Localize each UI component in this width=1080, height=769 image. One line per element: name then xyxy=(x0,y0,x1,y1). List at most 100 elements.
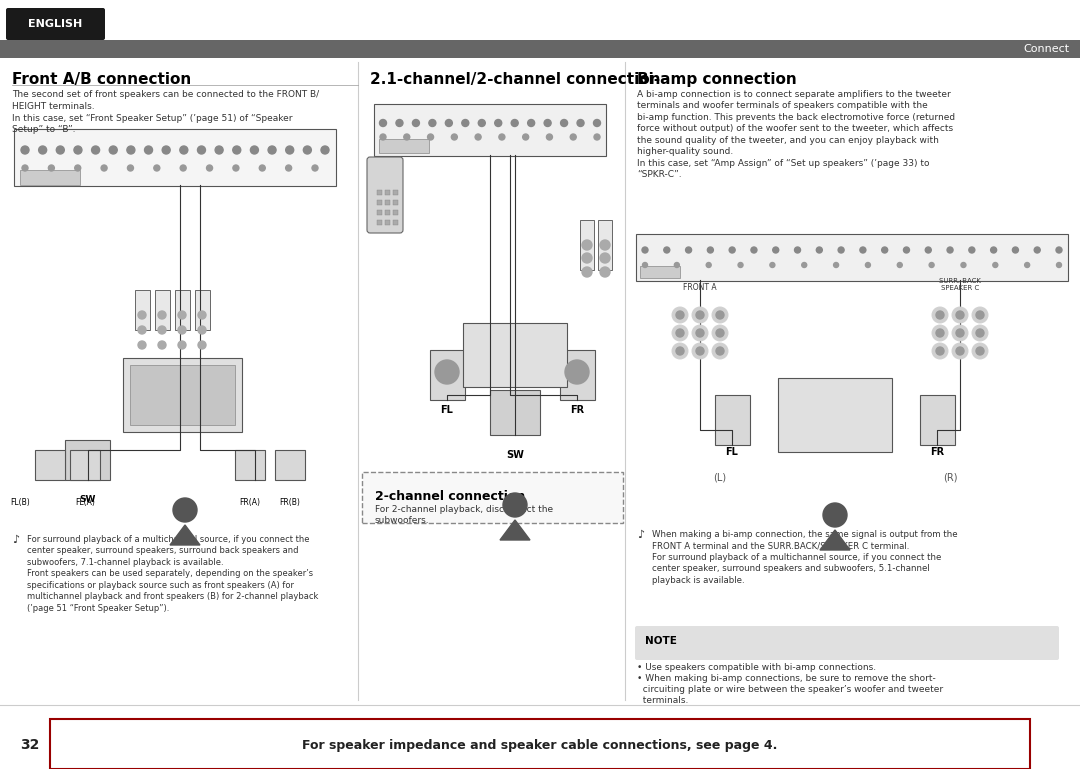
Circle shape xyxy=(102,165,107,171)
Circle shape xyxy=(936,311,944,319)
Circle shape xyxy=(21,146,29,154)
Circle shape xyxy=(138,326,146,334)
Circle shape xyxy=(692,325,708,341)
Circle shape xyxy=(674,262,679,268)
Circle shape xyxy=(523,134,529,140)
Text: SURR. BACK
SPEAKER C: SURR. BACK SPEAKER C xyxy=(940,278,981,291)
Circle shape xyxy=(642,247,648,253)
Circle shape xyxy=(972,325,988,341)
Circle shape xyxy=(285,165,292,171)
Bar xyxy=(490,390,540,435)
Circle shape xyxy=(926,247,931,253)
Circle shape xyxy=(233,146,241,154)
Bar xyxy=(580,220,594,270)
Circle shape xyxy=(1056,247,1062,253)
Circle shape xyxy=(969,247,975,253)
Circle shape xyxy=(561,119,568,126)
Circle shape xyxy=(692,343,708,359)
Circle shape xyxy=(672,325,688,341)
Text: FRONT A: FRONT A xyxy=(684,283,717,292)
Circle shape xyxy=(795,247,800,253)
Circle shape xyxy=(546,134,553,140)
Bar xyxy=(379,139,429,153)
Text: terminals.: terminals. xyxy=(637,696,688,705)
Circle shape xyxy=(738,262,743,268)
Circle shape xyxy=(312,165,318,171)
Bar xyxy=(384,190,390,195)
Circle shape xyxy=(956,347,964,355)
Circle shape xyxy=(379,119,387,126)
Circle shape xyxy=(961,262,966,268)
Circle shape xyxy=(956,329,964,337)
Circle shape xyxy=(956,311,964,319)
Circle shape xyxy=(404,134,409,140)
FancyBboxPatch shape xyxy=(367,157,403,233)
Circle shape xyxy=(92,146,99,154)
Text: When making a bi-amp connection, the same signal is output from the
FRONT A term: When making a bi-amp connection, the sam… xyxy=(652,530,958,584)
Bar xyxy=(598,220,612,270)
Circle shape xyxy=(686,247,691,253)
Circle shape xyxy=(462,119,469,126)
Circle shape xyxy=(643,262,648,268)
Bar xyxy=(377,210,382,215)
Circle shape xyxy=(904,247,909,253)
Circle shape xyxy=(126,146,135,154)
Circle shape xyxy=(145,146,152,154)
Circle shape xyxy=(435,360,459,384)
Text: circuiting plate or wire between the speaker’s woofer and tweeter: circuiting plate or wire between the spe… xyxy=(637,685,943,694)
Circle shape xyxy=(56,146,65,154)
Circle shape xyxy=(696,329,704,337)
Circle shape xyxy=(451,134,457,140)
Circle shape xyxy=(162,146,171,154)
Bar xyxy=(135,290,150,330)
Bar xyxy=(130,365,235,425)
Circle shape xyxy=(158,311,166,319)
Text: • Use speakers compatible with bi-amp connections.: • Use speakers compatible with bi-amp co… xyxy=(637,663,876,672)
Bar xyxy=(235,450,265,480)
FancyBboxPatch shape xyxy=(463,323,567,387)
Circle shape xyxy=(428,134,433,140)
Circle shape xyxy=(511,119,518,126)
Circle shape xyxy=(676,347,684,355)
Circle shape xyxy=(712,325,728,341)
Circle shape xyxy=(73,146,82,154)
Circle shape xyxy=(303,146,311,154)
Circle shape xyxy=(692,307,708,323)
Circle shape xyxy=(932,325,948,341)
Circle shape xyxy=(582,253,592,263)
Circle shape xyxy=(75,165,81,171)
Circle shape xyxy=(990,247,997,253)
Bar xyxy=(377,190,382,195)
Circle shape xyxy=(932,307,948,323)
Text: FR(B): FR(B) xyxy=(280,498,300,507)
Circle shape xyxy=(503,493,527,517)
Circle shape xyxy=(380,134,386,140)
FancyBboxPatch shape xyxy=(778,378,892,452)
Bar xyxy=(715,395,750,445)
FancyBboxPatch shape xyxy=(636,234,1068,281)
Circle shape xyxy=(594,134,600,140)
Circle shape xyxy=(158,341,166,349)
Circle shape xyxy=(751,247,757,253)
Bar xyxy=(393,200,399,205)
Text: Bi-amp connection: Bi-amp connection xyxy=(637,72,797,87)
Circle shape xyxy=(801,262,807,268)
Circle shape xyxy=(696,311,704,319)
Polygon shape xyxy=(820,530,850,550)
Text: • When making bi-amp connections, be sure to remove the short-: • When making bi-amp connections, be sur… xyxy=(637,674,935,683)
Bar xyxy=(175,290,190,330)
Circle shape xyxy=(664,247,670,253)
Circle shape xyxy=(1025,262,1029,268)
Circle shape xyxy=(972,343,988,359)
Bar xyxy=(377,200,382,205)
Text: ♪: ♪ xyxy=(12,535,19,545)
Text: Connect: Connect xyxy=(1024,44,1070,54)
Circle shape xyxy=(153,165,160,171)
Bar xyxy=(393,210,399,215)
Circle shape xyxy=(816,247,822,253)
Circle shape xyxy=(475,134,481,140)
Text: 2-channel connection: 2-channel connection xyxy=(375,490,525,503)
FancyBboxPatch shape xyxy=(123,358,242,432)
Text: SW: SW xyxy=(507,450,524,460)
Circle shape xyxy=(49,165,54,171)
